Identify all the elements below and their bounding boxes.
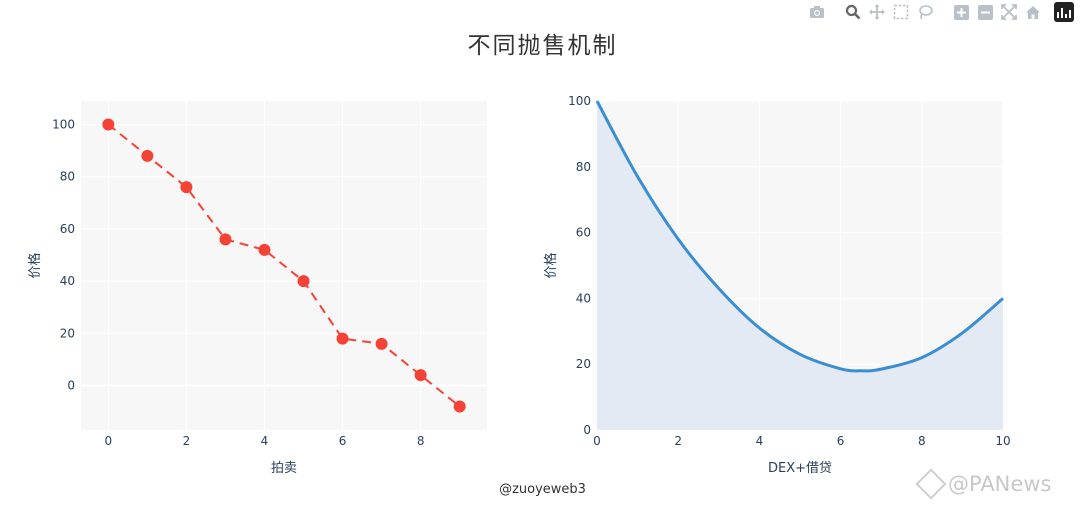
area-fill <box>597 101 1003 430</box>
data-point <box>336 332 349 345</box>
data-point <box>219 233 232 246</box>
plotly-logo-icon[interactable] <box>1054 2 1074 22</box>
box-select-icon[interactable] <box>890 2 912 22</box>
lasso-icon[interactable] <box>914 2 936 22</box>
y-tick-label: 60 <box>576 226 591 240</box>
data-point <box>414 369 427 382</box>
series-line <box>107 123 461 408</box>
y-tick-label: 20 <box>576 357 591 371</box>
y-tick-label: 60 <box>60 222 75 236</box>
x-tick-label: 4 <box>756 434 764 448</box>
modebar <box>806 2 1074 22</box>
y-tick-label: 80 <box>576 160 591 174</box>
x-tick-label: 8 <box>417 434 425 448</box>
x-tick-label: 2 <box>674 434 682 448</box>
x-tick-label: 10 <box>995 434 1010 448</box>
x-tick-label: 8 <box>918 434 926 448</box>
x-tick-label: 0 <box>593 434 601 448</box>
camera-icon[interactable] <box>806 2 828 22</box>
y-tick-label: 20 <box>60 326 75 340</box>
data-point <box>102 118 115 131</box>
x-tick-label: 6 <box>837 434 845 448</box>
reset-axes-icon[interactable] <box>1022 2 1044 22</box>
y-tick-label: 80 <box>60 170 75 184</box>
data-point <box>375 337 388 350</box>
data-point <box>180 181 193 194</box>
series-line <box>595 100 1004 373</box>
watermark: @PANews <box>915 468 1052 500</box>
x-axis-title: DEX+借贷 <box>768 461 832 476</box>
data-point <box>297 275 310 288</box>
data-point <box>453 400 466 413</box>
y-tick-label: 0 <box>583 423 591 437</box>
x-tick-label: 4 <box>261 434 269 448</box>
x-tick-label: 2 <box>183 434 191 448</box>
watermark-text: @PANews <box>948 472 1052 496</box>
y-tick-label: 40 <box>576 291 591 305</box>
pan-icon[interactable] <box>866 2 888 22</box>
x-axis-title: 拍卖 <box>271 461 297 476</box>
zoom-icon[interactable] <box>842 2 864 22</box>
y-tick-label: 40 <box>60 274 75 288</box>
data-point <box>258 243 271 256</box>
y-tick-label: 0 <box>67 379 75 393</box>
autoscale-icon[interactable] <box>998 2 1020 22</box>
y-axis-title: 价格 <box>27 252 43 278</box>
credit-text: @zuoyeweb3 <box>499 482 586 497</box>
panews-logo-icon <box>915 468 947 500</box>
y-axis-title: 价格 <box>543 252 559 278</box>
data-point <box>141 149 154 162</box>
zoom-out-icon[interactable] <box>974 2 996 22</box>
y-tick-label: 100 <box>568 94 591 108</box>
x-tick-label: 0 <box>105 434 113 448</box>
y-tick-label: 100 <box>52 118 75 132</box>
x-tick-label: 6 <box>339 434 347 448</box>
zoom-in-icon[interactable] <box>950 2 972 22</box>
chart-title: 不同抛售机制 <box>467 33 618 59</box>
